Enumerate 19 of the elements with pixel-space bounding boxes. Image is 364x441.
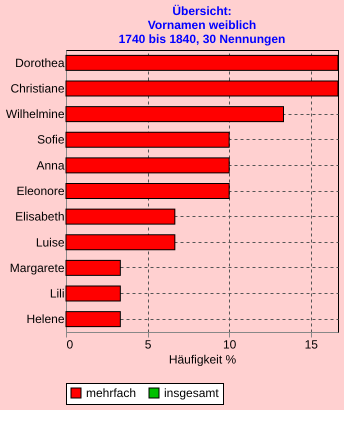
y-tick-label: Anna — [36, 158, 65, 172]
x-tick-label: 10 — [222, 338, 237, 352]
y-tick-label: Eleonore — [16, 184, 65, 198]
chart-title: Übersicht: Vornamen weiblich 1740 bis 1840, 30 Nennungen — [118, 4, 286, 46]
y-tick-label: Lili — [50, 286, 64, 301]
x-tick-label: 5 — [144, 338, 152, 352]
y-tick-label: Luise — [36, 235, 65, 250]
legend-label: mehrfach — [86, 386, 136, 400]
y-tick-label: Sofie — [37, 132, 65, 147]
x-axis-title: Häufigkeit % — [168, 352, 237, 366]
y-tick-label: Christiane — [10, 81, 65, 96]
y-tick-label: Elisabeth — [15, 210, 64, 224]
y-tick-label: Wilhelmine — [6, 107, 65, 122]
y-tick-label: Helene — [26, 312, 65, 326]
x-tick-label: 0 — [66, 338, 74, 352]
y-tick-label: Margarete — [10, 260, 65, 275]
x-tick-label: 15 — [304, 338, 318, 352]
legend-label: insgesamt — [164, 386, 220, 400]
y-tick-label: Dorothea — [15, 56, 65, 70]
